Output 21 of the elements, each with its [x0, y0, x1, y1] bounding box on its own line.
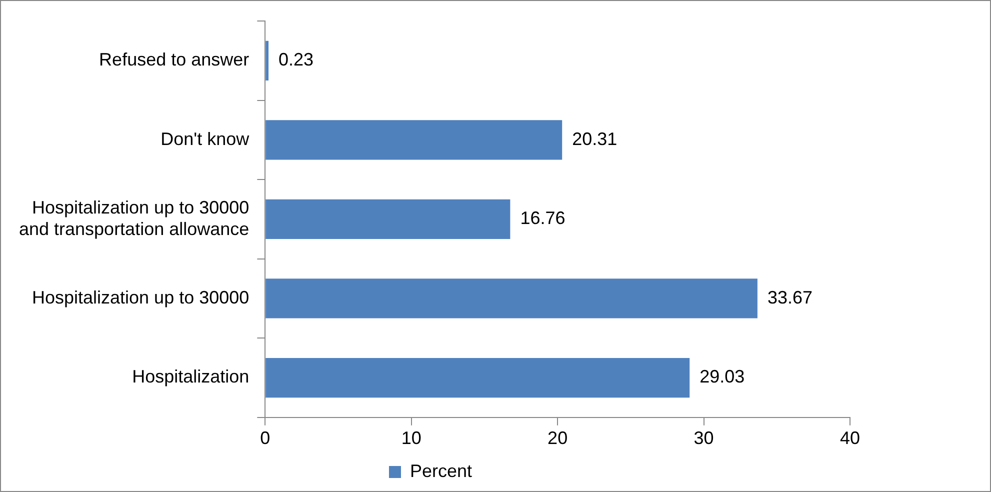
y-tick-label: Hospitalization — [132, 366, 250, 387]
x-tick-label: 10 — [401, 428, 422, 448]
data-label: 16.76 — [520, 208, 566, 228]
bar — [266, 120, 562, 160]
bar — [266, 358, 690, 398]
x-tick-label: 0 — [260, 428, 270, 448]
y-tick-label: Hospitalization up to 30000 and transportation allowance — [18, 197, 250, 239]
bar — [266, 40, 269, 80]
bar — [266, 278, 758, 318]
legend-label: Percent — [410, 460, 472, 481]
x-tick-label: 30 — [694, 428, 714, 448]
bar — [266, 199, 510, 240]
data-label: 0.23 — [278, 50, 314, 70]
y-tick-label: Refused to answer — [99, 50, 250, 70]
x-tick-label: 20 — [548, 428, 568, 448]
data-label: 20.31 — [572, 128, 618, 149]
x-tick-label: 40 — [840, 428, 860, 448]
data-label: 33.67 — [767, 287, 812, 308]
y-tick-label: Hospitalization up to 30000 — [32, 287, 250, 308]
y-tick-label: Don't know — [160, 128, 250, 149]
data-label: 29.03 — [700, 366, 745, 387]
